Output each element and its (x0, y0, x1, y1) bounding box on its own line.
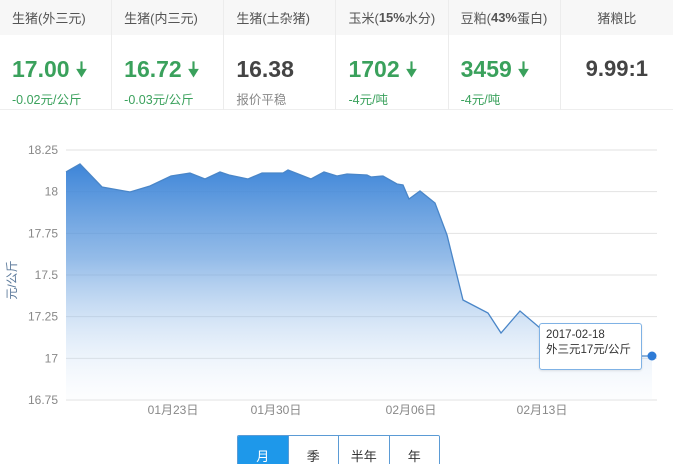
svg-text:17.75: 17.75 (28, 226, 58, 240)
svg-text:01月30日: 01月30日 (251, 403, 302, 417)
svg-text:02月13日: 02月13日 (517, 403, 568, 417)
svg-text:01月23日: 01月23日 (148, 403, 199, 417)
svg-text:18.25: 18.25 (28, 143, 58, 157)
svg-text:02月06日: 02月06日 (386, 403, 437, 417)
svg-text:元/公斤: 元/公斤 (5, 260, 19, 299)
svg-text:17.25: 17.25 (28, 310, 58, 324)
svg-text:17: 17 (45, 351, 59, 365)
svg-text:16.75: 16.75 (28, 393, 58, 407)
svg-text:17.5: 17.5 (35, 268, 59, 282)
svg-text:18: 18 (45, 185, 59, 199)
